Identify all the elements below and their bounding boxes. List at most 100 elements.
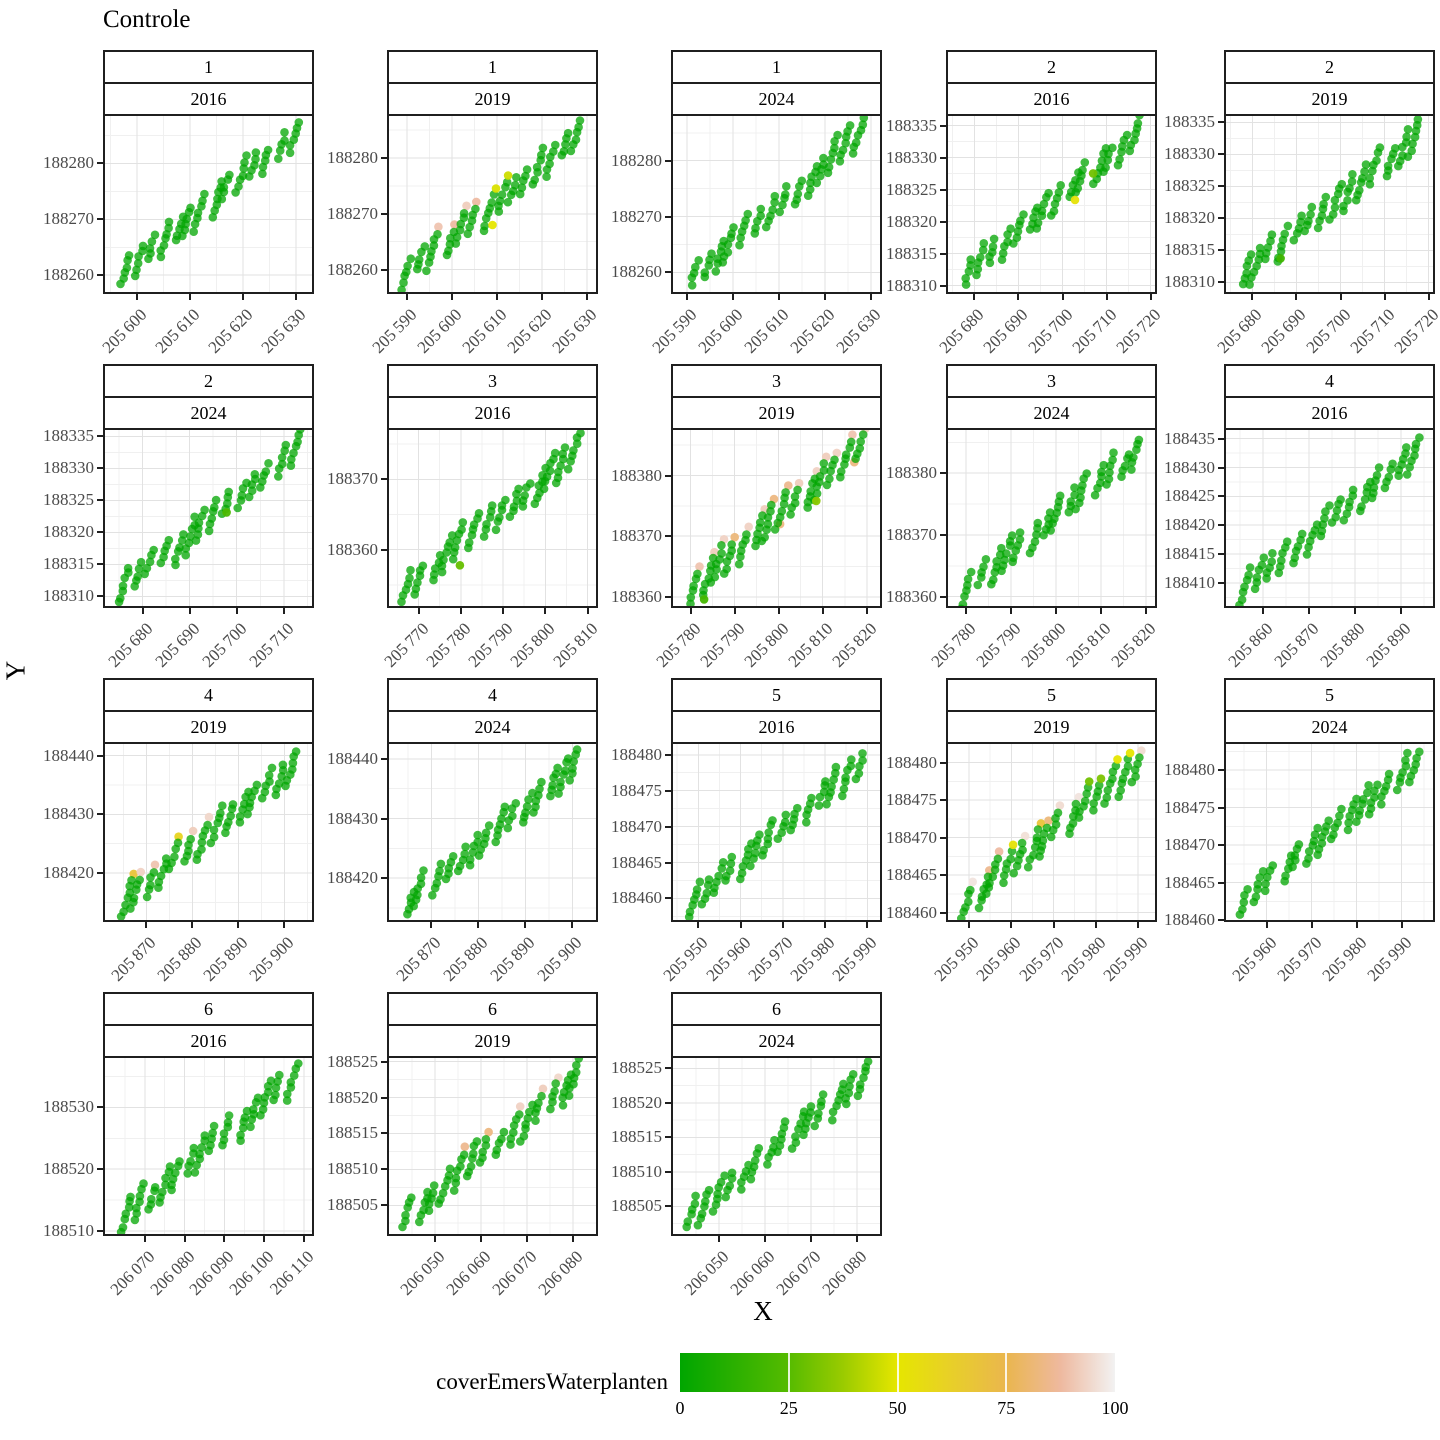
x-tick-mark bbox=[777, 608, 780, 614]
points-green bbox=[687, 113, 869, 290]
x-tick-mark bbox=[733, 608, 736, 614]
facet-strip-year-6-2019: 2019 bbox=[387, 1024, 598, 1058]
legend-gradient-bar bbox=[680, 1353, 1115, 1392]
y-tick-mark bbox=[381, 156, 387, 159]
facet-panel-2-2016 bbox=[946, 110, 1157, 294]
facet-strip-id-1-2024: 1 bbox=[671, 50, 882, 84]
panel-plot-area bbox=[948, 744, 1155, 923]
x-tick-mark bbox=[764, 1236, 766, 1242]
facet-strip-id-5-2019: 5 bbox=[946, 678, 1157, 712]
x-tick-mark bbox=[496, 294, 498, 300]
panel-plot-area bbox=[948, 430, 1155, 614]
y-tick-mark bbox=[665, 535, 671, 538]
facet-strip-year-4-2019: 2019 bbox=[103, 710, 314, 744]
x-tick-mark bbox=[1055, 608, 1057, 614]
x-tick-mark bbox=[526, 1236, 528, 1242]
x-tick-mark bbox=[810, 1236, 812, 1242]
x-tick-mark bbox=[1400, 922, 1403, 928]
y-tick-label: 188260 bbox=[611, 262, 662, 282]
y-tick-label: 188280 bbox=[327, 147, 378, 167]
y-tick-mark bbox=[665, 897, 671, 900]
y-tick-label: 188320 bbox=[43, 522, 94, 542]
panel-plot-area bbox=[673, 113, 880, 292]
panel-plot-area bbox=[1226, 115, 1433, 292]
y-tick-label: 188425 bbox=[1164, 486, 1215, 506]
legend-tick-label-0: 0 bbox=[675, 1398, 685, 1418]
facet-strip-id-4-2019: 4 bbox=[103, 678, 314, 712]
panel-plot-area bbox=[389, 744, 596, 920]
y-tick-label: 188315 bbox=[886, 243, 937, 263]
points-pale bbox=[434, 197, 481, 232]
facet-strip-id-6-2019: 6 bbox=[387, 992, 598, 1026]
y-tick-mark bbox=[940, 595, 946, 598]
y-tick-mark bbox=[381, 1060, 387, 1063]
points-green bbox=[397, 428, 585, 607]
y-tick-label: 188480 bbox=[886, 752, 937, 772]
y-tick-mark bbox=[665, 595, 671, 598]
facet-strip-id-1-2016: 1 bbox=[103, 50, 314, 84]
x-tick-mark bbox=[263, 1236, 266, 1242]
y-tick-mark bbox=[1218, 153, 1224, 156]
facet-strip-year-2-2016: 2016 bbox=[946, 82, 1157, 116]
facet-strip-year-1-2024: 2024 bbox=[671, 82, 882, 116]
x-tick-mark bbox=[417, 608, 420, 614]
x-tick-mark bbox=[739, 922, 742, 928]
points-green bbox=[686, 430, 868, 609]
y-tick-label: 188515 bbox=[611, 1127, 662, 1147]
y-tick-mark bbox=[665, 474, 671, 477]
y-tick-label: 188270 bbox=[327, 203, 378, 223]
x-tick-mark bbox=[1427, 294, 1430, 300]
gridlines bbox=[673, 430, 880, 606]
x-tick-mark bbox=[1017, 294, 1020, 300]
points-green bbox=[1235, 747, 1424, 919]
y-tick-label: 188260 bbox=[43, 265, 94, 285]
facet-panel-3-2016 bbox=[387, 420, 598, 608]
facet-panel-1-2024 bbox=[671, 113, 882, 294]
y-tick-mark bbox=[97, 754, 103, 757]
x-tick-mark bbox=[689, 608, 692, 614]
x-tick-mark bbox=[303, 1236, 306, 1242]
y-tick-mark bbox=[381, 1204, 387, 1207]
y-tick-label: 188465 bbox=[1164, 872, 1215, 892]
y-tick-label: 188510 bbox=[327, 1159, 378, 1179]
x-tick-mark bbox=[541, 294, 543, 300]
y-tick-label: 188380 bbox=[886, 463, 937, 483]
facet-panel-3-2019 bbox=[671, 424, 882, 620]
y-tick-mark bbox=[381, 877, 387, 880]
y-tick-label: 188260 bbox=[327, 259, 378, 279]
points-colored bbox=[488, 171, 513, 230]
y-tick-label: 188330 bbox=[886, 147, 937, 167]
y-tick-mark bbox=[97, 1106, 103, 1109]
y-tick-mark bbox=[1218, 769, 1224, 772]
y-tick-mark bbox=[97, 467, 103, 470]
x-tick-mark bbox=[242, 294, 244, 300]
points-green bbox=[1235, 433, 1424, 610]
y-tick-mark bbox=[97, 499, 103, 502]
facet-strip-year-3-2024: 2024 bbox=[946, 396, 1157, 430]
points-green bbox=[684, 749, 867, 922]
x-tick-mark bbox=[1052, 922, 1055, 928]
gridlines bbox=[1226, 744, 1433, 920]
y-tick-label: 188360 bbox=[327, 539, 378, 559]
x-tick-mark bbox=[1261, 608, 1264, 614]
y-tick-label: 188280 bbox=[611, 150, 662, 170]
facet-strip-id-3-2016: 3 bbox=[387, 364, 598, 398]
y-tick-mark bbox=[665, 825, 671, 828]
y-tick-mark bbox=[665, 271, 671, 274]
x-tick-mark bbox=[434, 1236, 436, 1242]
x-tick-mark bbox=[191, 922, 194, 928]
y-tick-mark bbox=[97, 162, 103, 165]
x-tick-mark bbox=[1353, 608, 1356, 614]
y-tick-mark bbox=[665, 861, 671, 864]
y-tick-mark bbox=[381, 478, 387, 481]
x-tick-mark bbox=[1399, 608, 1402, 614]
y-tick-label: 188280 bbox=[43, 153, 94, 173]
facet-panel-4-2024 bbox=[387, 742, 598, 922]
y-tick-mark bbox=[665, 1205, 671, 1208]
y-tick-mark bbox=[381, 212, 387, 215]
y-tick-label: 188410 bbox=[1164, 572, 1215, 592]
y-tick-mark bbox=[940, 220, 946, 223]
facet-panel-6-2019 bbox=[387, 1054, 598, 1236]
y-tick-label: 188310 bbox=[1164, 272, 1215, 292]
